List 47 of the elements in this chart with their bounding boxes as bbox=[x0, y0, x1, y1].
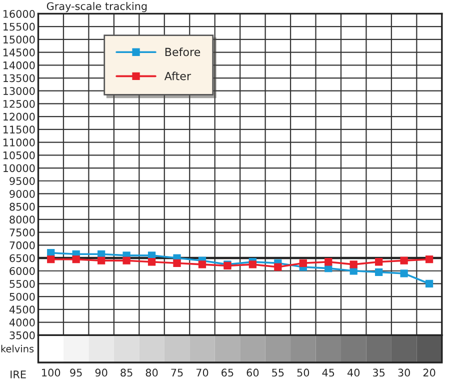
y-tick-label: 12000 bbox=[3, 112, 35, 121]
y-tick-label: 7500 bbox=[10, 228, 35, 236]
y-tick-label: 5000 bbox=[10, 292, 35, 301]
x-tick-label: 75 bbox=[171, 368, 183, 377]
x-tick-label: 60 bbox=[246, 368, 259, 377]
y-tick-label: 5500 bbox=[10, 280, 35, 288]
x-tick-label: 65 bbox=[222, 368, 234, 377]
y-tick-label: 10000 bbox=[3, 164, 35, 172]
y-tick-label: 4500 bbox=[9, 306, 35, 314]
y-tick-label: 11000 bbox=[3, 138, 35, 146]
x-tick-label: 100 bbox=[42, 368, 60, 377]
x-tick-label: 45 bbox=[322, 368, 334, 377]
y-tick-label: 14500 bbox=[3, 48, 35, 56]
y-tick-label: 6500 bbox=[10, 254, 35, 262]
chart-title: Gray-scale tracking bbox=[46, 2, 147, 12]
y-tick-label: 16000 bbox=[3, 10, 35, 18]
y-tick-label: 13500 bbox=[3, 74, 35, 82]
y-tick-label: 3500 bbox=[10, 331, 35, 340]
y-tick-label: 8000 bbox=[10, 216, 35, 224]
x-tick-label: 80 bbox=[146, 368, 158, 377]
x-tick-label: 35 bbox=[372, 368, 385, 377]
y-tick-label: 9000 bbox=[10, 190, 35, 198]
x-tick-label: 85 bbox=[120, 368, 132, 377]
x-tick-label: 70 bbox=[196, 368, 208, 377]
x-tick-label: 20 bbox=[423, 368, 436, 377]
legend-label: Before bbox=[165, 48, 200, 56]
y-tick-label: 13000 bbox=[3, 87, 35, 95]
y-tick-label: 15500 bbox=[3, 22, 35, 31]
x-tick-label: 95 bbox=[70, 368, 82, 377]
legend-label: After bbox=[164, 72, 192, 80]
y-tick-label: 10500 bbox=[3, 151, 35, 160]
y-tick-label: 8500 bbox=[10, 202, 35, 211]
x-tick-label: 50 bbox=[297, 368, 310, 377]
y-tick-label: 12500 bbox=[3, 100, 35, 108]
y-tick-label: 6000 bbox=[10, 267, 35, 275]
x-axis-title: IRE bbox=[10, 370, 26, 378]
x-tick-label: 90 bbox=[95, 368, 108, 377]
y-tick-label: 14000 bbox=[3, 61, 35, 70]
y-tick-label: 9500 bbox=[10, 177, 35, 185]
x-tick-label: 55 bbox=[272, 368, 284, 377]
y-tick-label: 4000 bbox=[9, 318, 35, 326]
y-tick-label: 11500 bbox=[3, 126, 35, 134]
y-axis-title: kelvins bbox=[1, 344, 34, 352]
y-tick-label: 15000 bbox=[3, 36, 35, 44]
x-tick-label: 40 bbox=[347, 368, 360, 377]
x-tick-label: 30 bbox=[398, 368, 410, 377]
y-tick-label: 7000 bbox=[10, 241, 35, 250]
